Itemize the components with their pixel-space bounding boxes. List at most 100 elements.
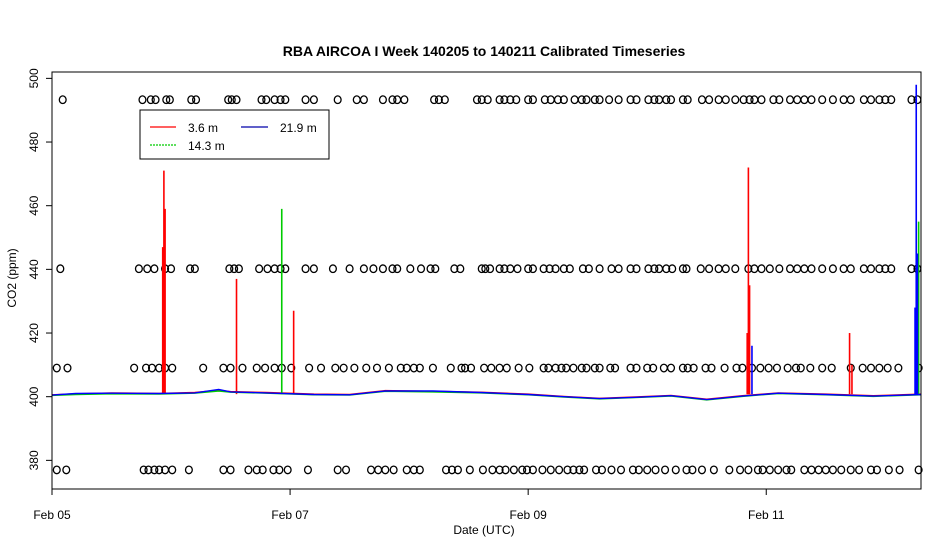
calibration-point [381, 465, 390, 475]
legend-box [139, 109, 330, 160]
calibration-point [276, 95, 285, 105]
y-axis-label: CO2 (ppm) [5, 248, 19, 307]
calibration-point [578, 264, 587, 274]
calibration-point [688, 465, 697, 475]
calibration-point [606, 363, 615, 373]
calibration-point [333, 465, 342, 475]
calibration-point [595, 95, 604, 105]
calibration-point [224, 95, 233, 105]
calibration-point [644, 264, 653, 274]
calibration-point [828, 264, 837, 274]
calibration-point [393, 264, 402, 274]
calibration-point [252, 465, 261, 475]
x-tick-label: Feb 05 [33, 508, 71, 522]
calibration-point [539, 264, 548, 274]
calibration-point [769, 95, 778, 105]
calibration-point [683, 95, 692, 105]
calibration-point [764, 363, 773, 373]
calibration-point [393, 95, 402, 105]
calibration-point [721, 264, 730, 274]
calibration-point [697, 465, 707, 475]
calibration-point [406, 264, 415, 274]
calibration-point [616, 465, 626, 475]
calibration-point [753, 465, 762, 475]
calibration-point [500, 95, 509, 105]
calibration-point [551, 264, 560, 274]
calibration-point [837, 465, 846, 475]
calibration-point [655, 95, 664, 105]
calibration-point [441, 465, 451, 475]
calibration-point [258, 465, 267, 475]
calibration-point [787, 465, 796, 475]
calibration-point [409, 363, 418, 373]
calibration-point [859, 264, 868, 274]
calibration-point [682, 465, 691, 475]
calibration-point [352, 95, 361, 105]
calibration-point [538, 465, 547, 475]
calibration-point [191, 95, 201, 105]
y-tick-label: 500 [27, 68, 41, 88]
legend-label-14-3m: 14.3 m [188, 139, 225, 153]
calibration-point [428, 363, 437, 373]
calibration-point [914, 465, 923, 475]
calibration-point [446, 363, 455, 373]
calibration-point [744, 465, 753, 475]
calibration-point [732, 363, 741, 373]
calibration-point [190, 264, 199, 274]
calibration-point [650, 264, 659, 274]
calibration-point [316, 363, 326, 373]
calibration-point [559, 95, 568, 105]
calibration-point [234, 264, 243, 274]
calibration-point [130, 363, 139, 373]
calibration-point [495, 363, 504, 373]
calibration-point [738, 363, 747, 373]
calibration-point [569, 363, 578, 373]
calibration-point [369, 264, 378, 274]
calibration-point [309, 264, 318, 274]
calibration-point [866, 465, 876, 475]
calibration-point [582, 95, 591, 105]
legend-label-3-6m: 3.6 m [188, 121, 218, 135]
calibration-point [525, 363, 534, 373]
calibration-point [453, 465, 462, 475]
calibration-point [696, 264, 705, 274]
calibration-point [58, 95, 67, 105]
calibration-point [605, 95, 614, 105]
calibration-point [697, 95, 707, 105]
calibration-point [477, 95, 486, 105]
calibration-point [378, 264, 387, 274]
calibration-point [595, 363, 604, 373]
calibration-point [478, 465, 487, 475]
chart-title: RBA AIRCOA I Week 140205 to 140211 Calib… [283, 43, 686, 59]
calibration-point [907, 95, 916, 105]
calibration-point [528, 465, 537, 475]
calibration-point [155, 465, 164, 475]
calibration-point [632, 363, 641, 373]
calibration-point [569, 465, 578, 475]
calibration-point [570, 95, 579, 105]
calibration-point [590, 363, 599, 373]
calibration-point [563, 465, 572, 475]
calibration-point [384, 363, 393, 373]
calibration-point [661, 465, 670, 475]
calibration-point [544, 363, 553, 373]
calibration-point [714, 95, 723, 105]
calibration-point [514, 363, 523, 373]
calibration-point [426, 264, 435, 274]
calibration-point [786, 95, 795, 105]
calibration-point [434, 95, 443, 105]
calibration-point [457, 363, 466, 373]
calibration-point [187, 95, 196, 105]
calibration-point [846, 264, 855, 274]
y-tick-label: 460 [27, 195, 41, 215]
calibration-point [518, 465, 527, 475]
calibration-point [644, 95, 653, 105]
calibration-point [725, 465, 734, 475]
calibration-point [415, 465, 424, 475]
calibration-point [577, 363, 586, 373]
calibration-point [495, 465, 504, 475]
calibration-point [775, 264, 784, 274]
calibration-point [275, 465, 284, 475]
calibration-point [595, 264, 604, 274]
calibration-point [597, 465, 607, 475]
